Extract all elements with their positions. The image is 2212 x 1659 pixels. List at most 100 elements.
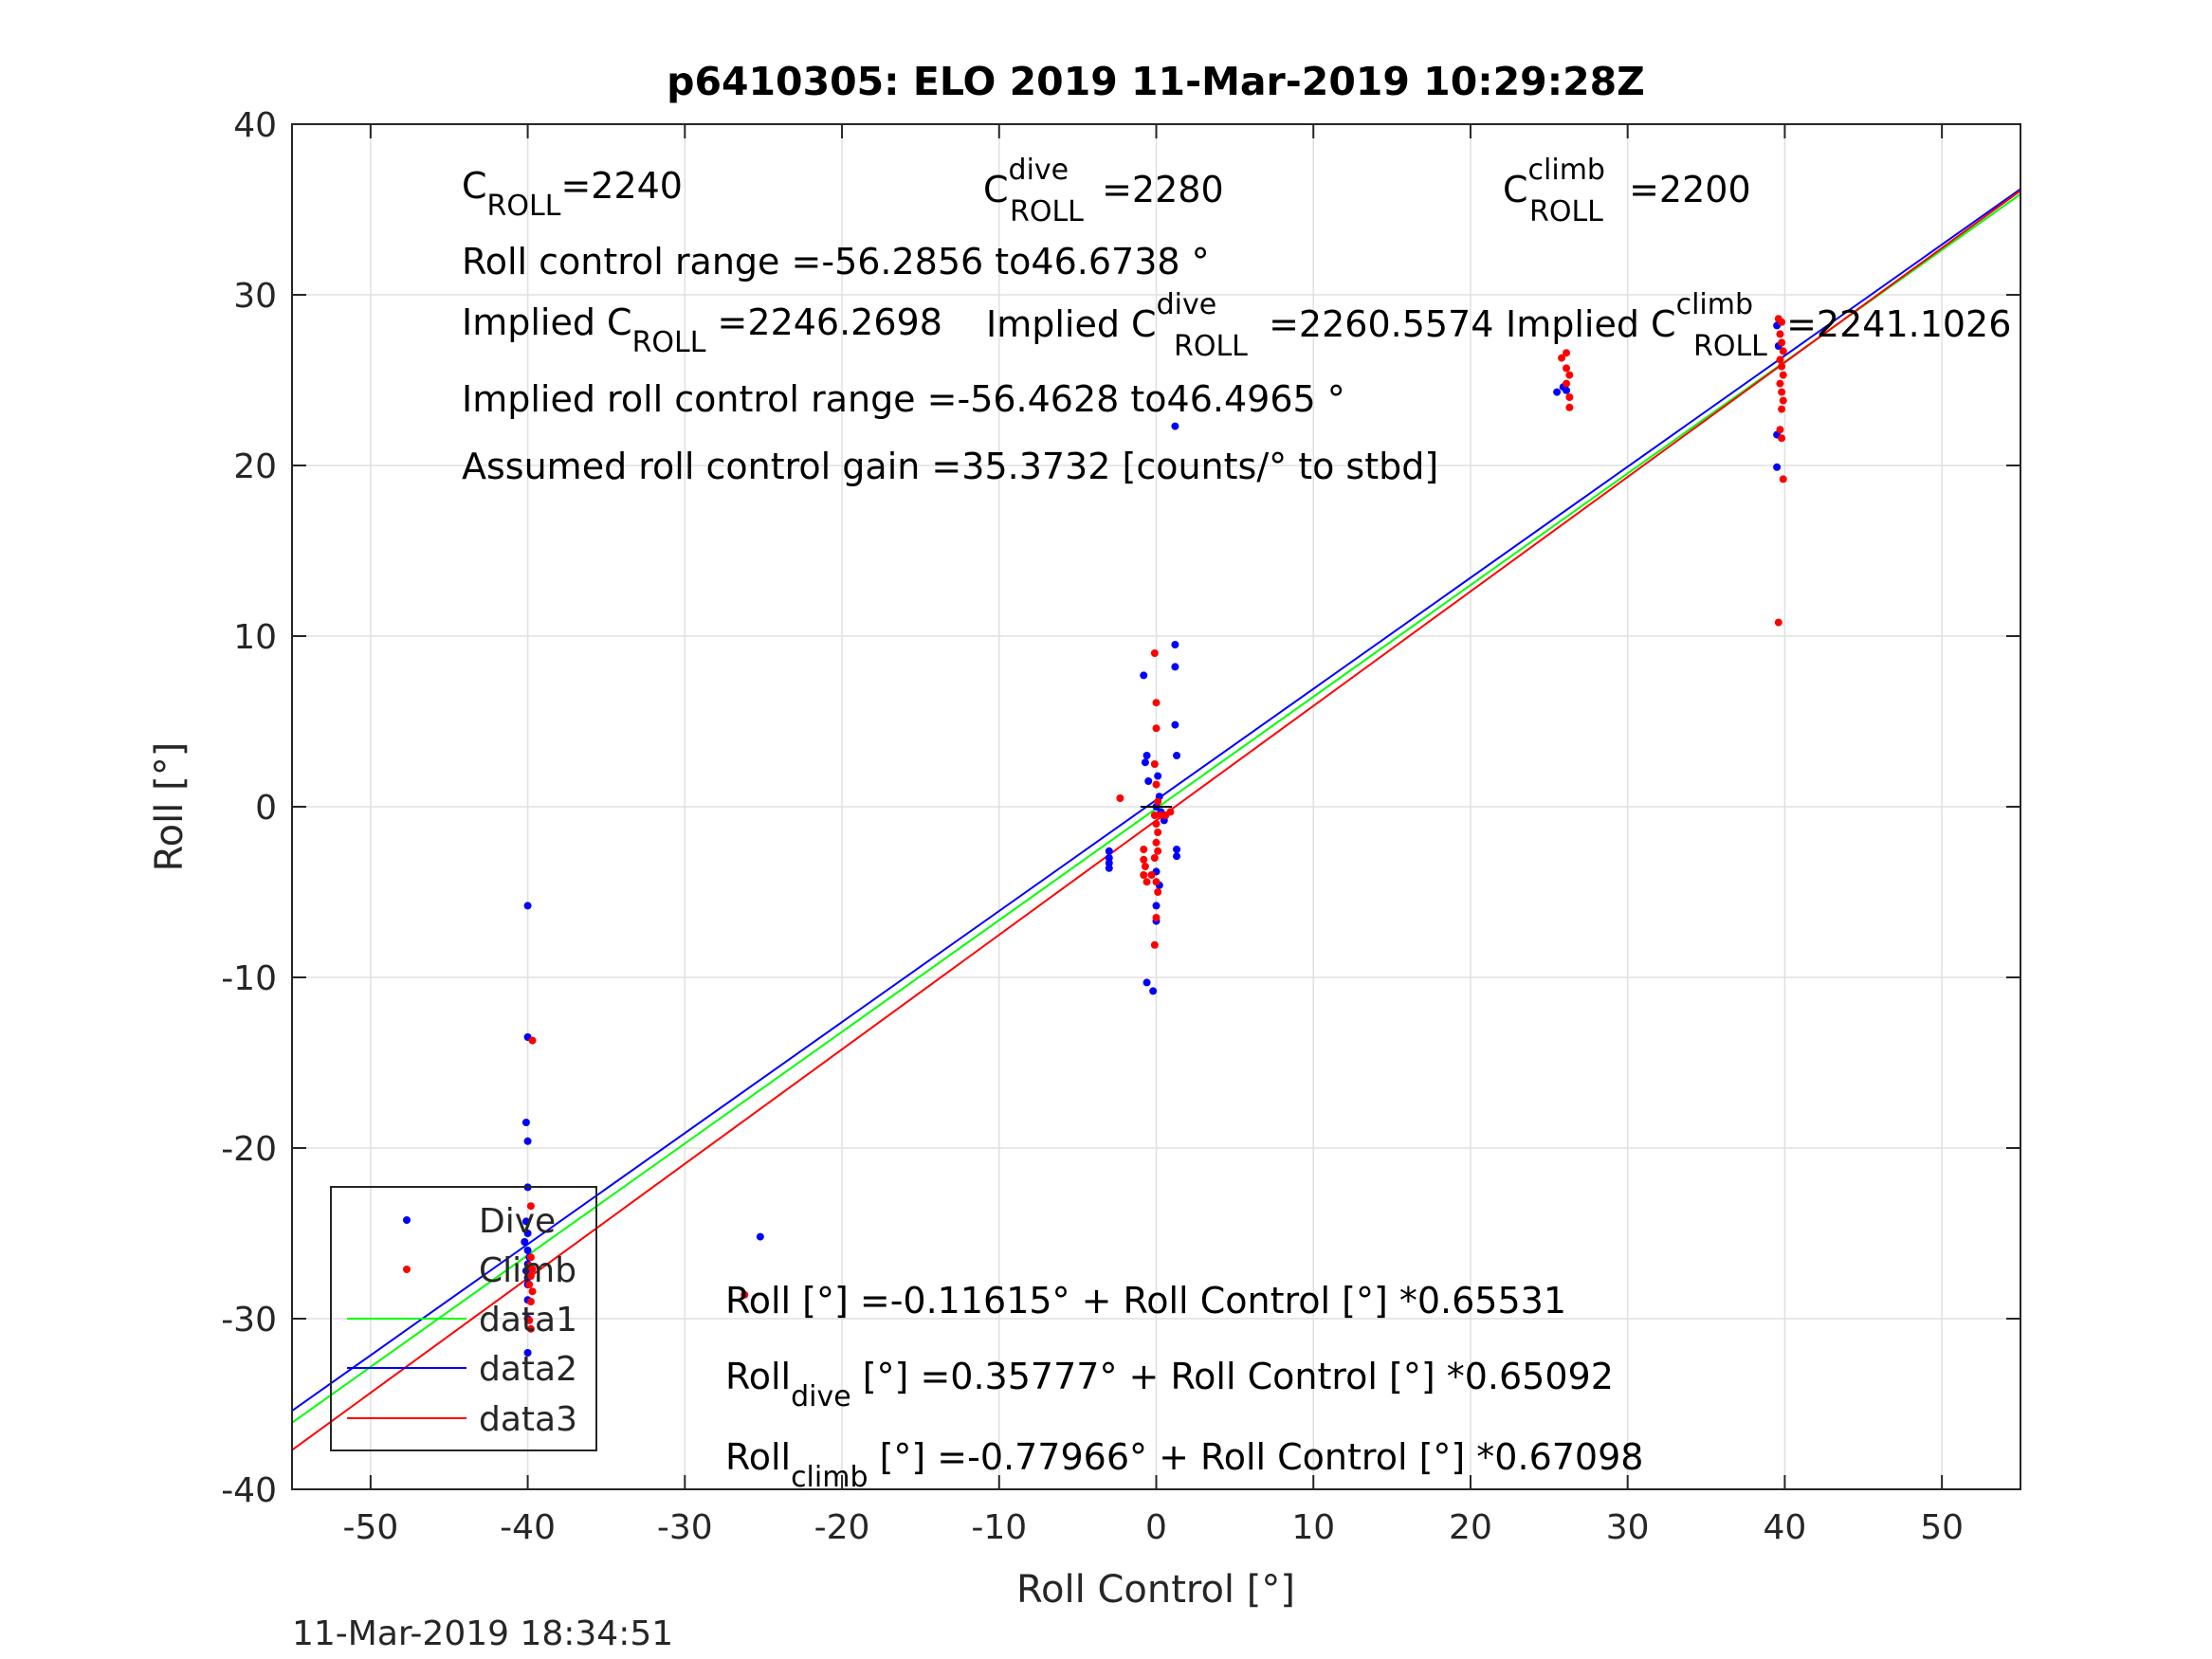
- dive-point: [1143, 752, 1151, 759]
- dive-point: [1173, 852, 1181, 861]
- x-axis-label: Roll Control [°]: [1016, 1568, 1295, 1612]
- dive-point: [1149, 987, 1158, 995]
- dive-point: [1173, 846, 1181, 853]
- climb-point: [1150, 649, 1159, 657]
- climb-point: [1147, 871, 1156, 879]
- climb-point: [1143, 878, 1151, 886]
- climb-point: [1150, 760, 1159, 768]
- x-tick-label: 10: [1291, 1508, 1335, 1547]
- y-axis-label: Roll [°]: [148, 742, 192, 872]
- climb-point: [1152, 878, 1161, 886]
- climb-point: [1778, 434, 1786, 443]
- climb-point: [1154, 829, 1162, 836]
- dive-point: [1563, 386, 1571, 394]
- climb-point: [1140, 871, 1148, 879]
- climb-point: [526, 1298, 535, 1305]
- climb-point: [1140, 846, 1148, 853]
- dive-point: [523, 902, 532, 910]
- x-tick-label: -50: [342, 1508, 398, 1547]
- x-tick-label: 30: [1606, 1508, 1650, 1547]
- climb-point: [1140, 855, 1148, 864]
- legend-items: Dive Climb data1 data2 data3: [347, 1202, 577, 1439]
- dive-point: [521, 1119, 530, 1126]
- dive-point: [521, 1238, 529, 1246]
- gain-annotation: Assumed roll control gain =35.3732 [coun…: [462, 446, 1438, 487]
- climb-point: [526, 1202, 535, 1211]
- climb-point: [1565, 403, 1574, 411]
- y-tick-label: -40: [221, 1471, 277, 1510]
- roll-control-range-annotation: Roll control range =-56.2856 to46.6738 °: [462, 241, 1210, 283]
- dive-point: [1154, 772, 1162, 780]
- climb-point: [526, 1272, 535, 1280]
- croll-dive-annotation: Cdive ROLL =2280: [983, 154, 1224, 228]
- dive-point: [523, 1137, 532, 1145]
- implied-range-annotation: Implied roll control range =-56.4628 to4…: [462, 378, 1345, 420]
- climb-point: [528, 1036, 537, 1045]
- dive-point: [1144, 777, 1153, 785]
- x-tick-label: -20: [814, 1508, 870, 1547]
- dive-point: [1553, 388, 1562, 396]
- dive-point: [521, 1217, 530, 1226]
- climb-point: [1563, 349, 1571, 357]
- croll-annotation: CROLL=2240: [462, 165, 683, 223]
- climb-point: [1778, 338, 1786, 347]
- climb-point: [1565, 371, 1574, 379]
- y-tick-label: -30: [221, 1301, 277, 1340]
- climb-point: [1152, 838, 1161, 847]
- dive-point: [1105, 847, 1113, 855]
- dive-point: [1152, 902, 1161, 910]
- climb-point: [1152, 724, 1161, 733]
- y-tick-label: -20: [221, 1130, 277, 1169]
- dive-point: [1140, 671, 1148, 680]
- climb-point: [1150, 940, 1159, 949]
- climb-point: [1779, 347, 1787, 356]
- climb-point: [1150, 854, 1159, 862]
- climb-point: [526, 1253, 535, 1262]
- climb-point: [1166, 808, 1175, 816]
- dive-point: [1171, 720, 1179, 729]
- climb-point: [1152, 780, 1161, 789]
- x-tick-label: -40: [500, 1508, 556, 1547]
- climb-point: [1778, 405, 1786, 413]
- climb-point: [1154, 888, 1162, 896]
- x-tick-label: 50: [1920, 1508, 1964, 1547]
- legend-label-data3: data3: [479, 1400, 577, 1439]
- climb-point: [1778, 318, 1786, 326]
- climb-point: [1778, 388, 1786, 396]
- fit-dive-annotation: Rolldive [°] =0.35777° + Roll Control [°…: [725, 1356, 1614, 1413]
- climb-point: [1776, 379, 1784, 388]
- dive-point: [523, 1230, 532, 1237]
- dive-point: [1105, 864, 1113, 872]
- climb-point: [1776, 330, 1784, 338]
- climb-point: [1779, 475, 1787, 483]
- fit-climb-annotation: Rollclimb [°] =-0.77966° + Roll Control …: [725, 1436, 1643, 1494]
- legend-label-data1: data1: [479, 1301, 577, 1340]
- dive-point: [1171, 663, 1179, 671]
- data-points: [521, 315, 1787, 1357]
- climb-point: [1152, 699, 1161, 707]
- dive-point: [523, 1247, 532, 1254]
- climb-point: [1558, 354, 1566, 362]
- y-tick-label: 10: [233, 618, 277, 657]
- y-tick-label: 20: [233, 447, 277, 486]
- y-tick-label: 40: [233, 106, 277, 145]
- climb-point: [1154, 797, 1162, 806]
- climb-point: [1774, 618, 1782, 627]
- legend-label-data2: data2: [479, 1350, 577, 1389]
- climb-point: [1154, 847, 1162, 855]
- timestamp: 11-Mar-2019 18:34:51: [292, 1614, 673, 1653]
- dive-point: [1143, 978, 1151, 987]
- x-tick-label: -10: [971, 1508, 1027, 1547]
- dive-point: [1173, 752, 1181, 759]
- axis-ticks: -50 -40 -30 -20 -10 0 10 20 30 40 50 -40 -30 -20 -10 0 1…: [221, 106, 2020, 1547]
- climb-point: [1565, 393, 1574, 401]
- x-tick-label: -30: [657, 1508, 713, 1547]
- climb-point: [1778, 362, 1786, 371]
- dive-point: [756, 1232, 764, 1241]
- climb-point: [1779, 396, 1787, 405]
- y-tick-label: -10: [221, 959, 277, 998]
- legend-box: [330, 1186, 597, 1451]
- legend-label-dive: Dive: [479, 1202, 556, 1241]
- climb-point: [1150, 811, 1159, 819]
- climb-point: [528, 1287, 537, 1296]
